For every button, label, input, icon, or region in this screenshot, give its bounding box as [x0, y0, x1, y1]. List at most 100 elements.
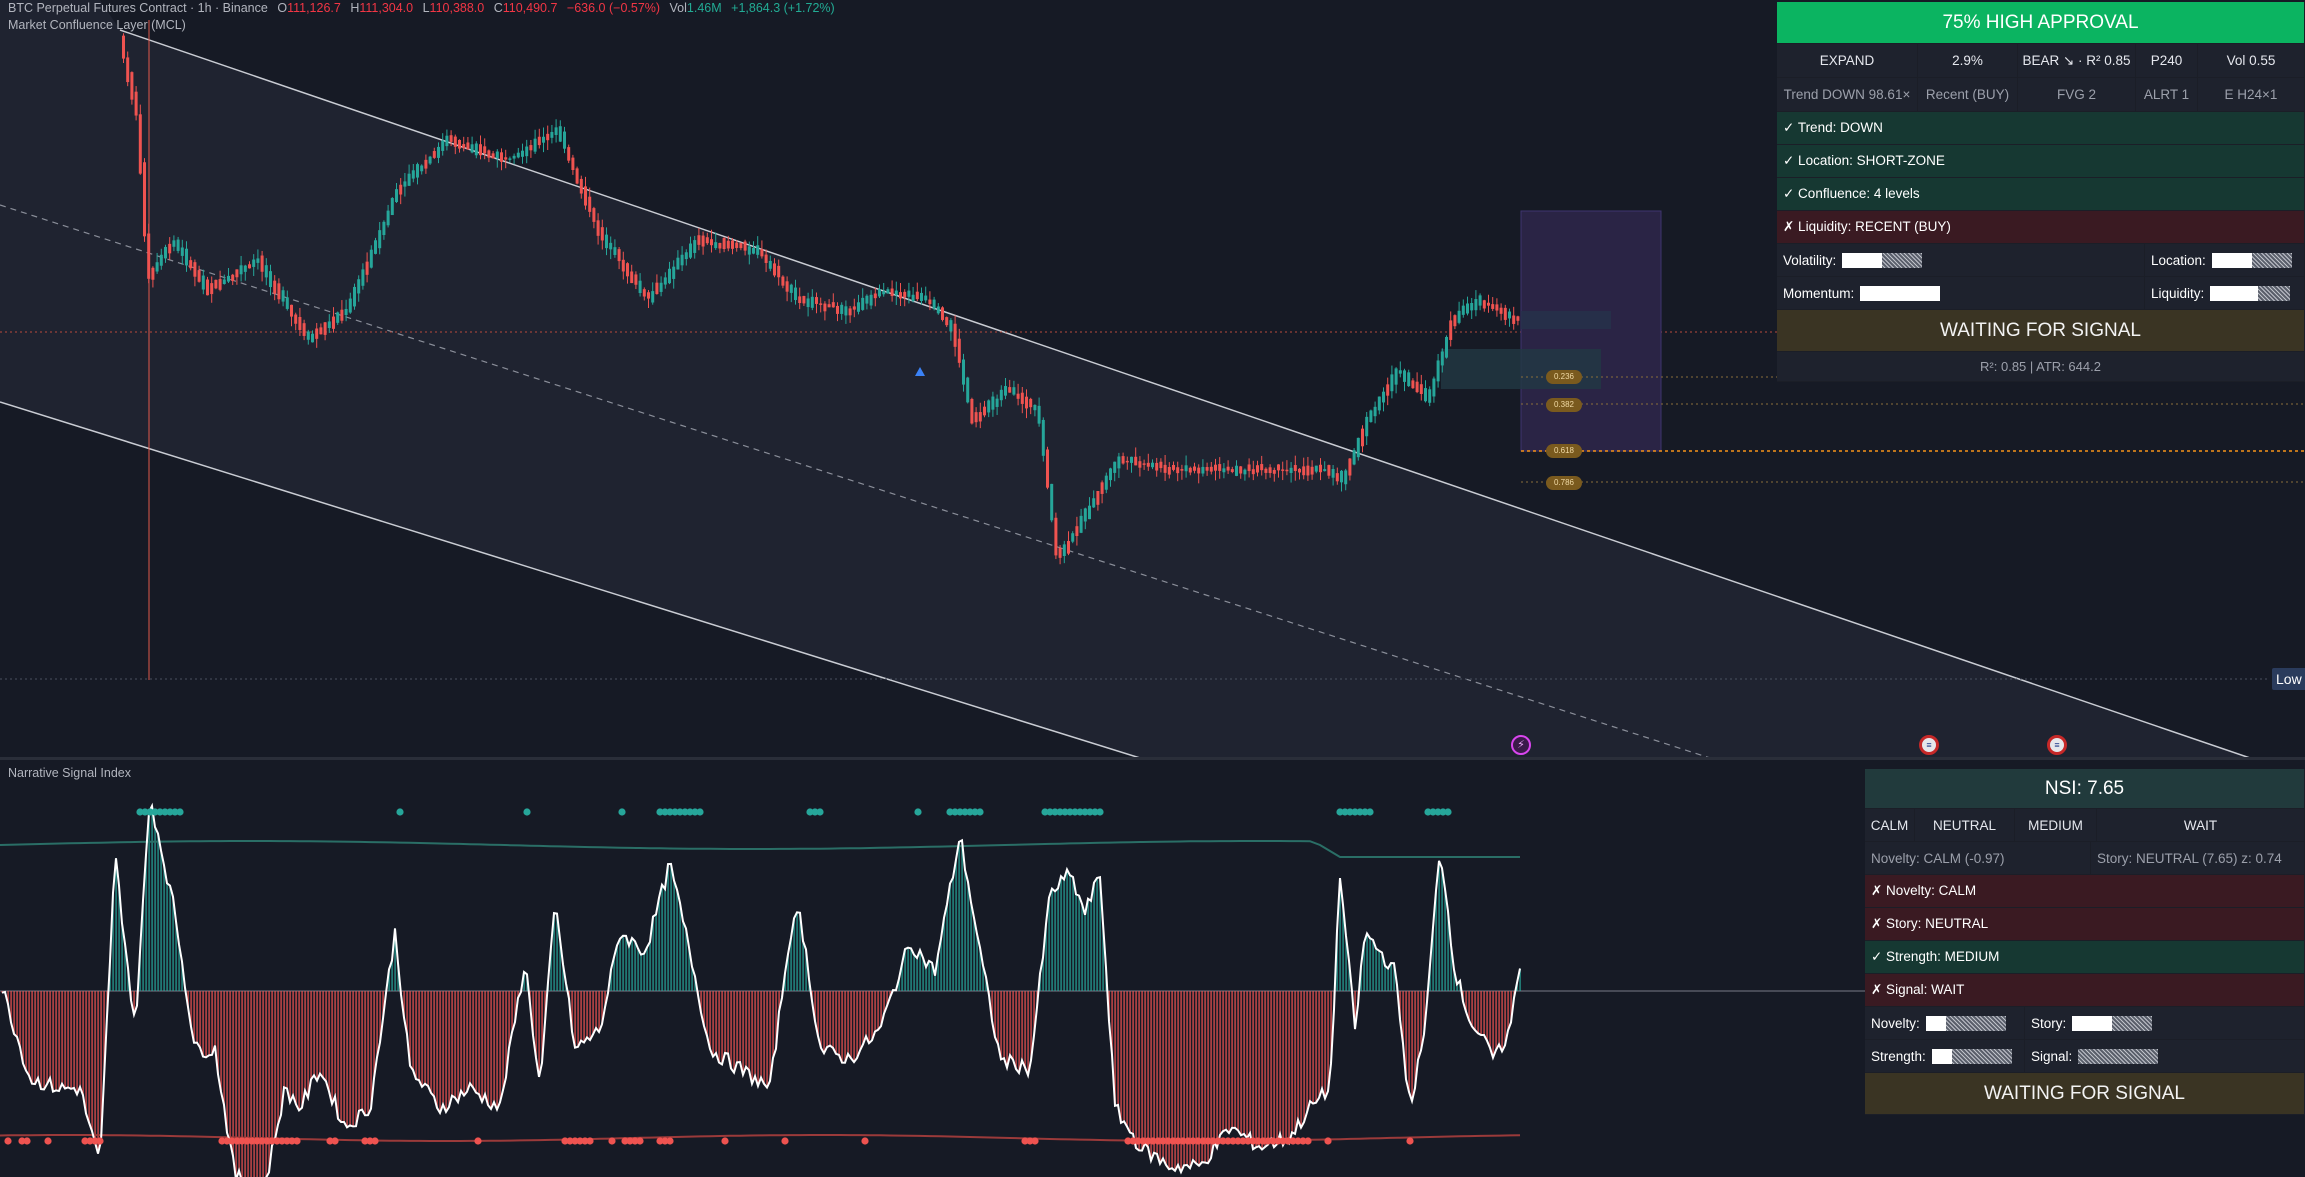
candle[interactable] [319, 327, 323, 335]
candle[interactable] [1226, 466, 1230, 471]
candle[interactable] [1025, 396, 1028, 409]
indicator-legend-nsi[interactable]: Narrative Signal Index [8, 766, 131, 780]
candle[interactable] [873, 293, 877, 299]
candle[interactable] [1482, 300, 1486, 309]
price-chart-pane[interactable]: BTC Perpetual Futures Contract · 1h · Bi… [0, 0, 2305, 758]
candle[interactable] [655, 282, 659, 295]
candle[interactable] [600, 227, 604, 241]
candle[interactable] [256, 258, 260, 263]
candle[interactable] [978, 412, 982, 422]
candle[interactable] [1138, 461, 1142, 468]
candle[interactable] [1268, 467, 1272, 474]
candle[interactable] [1348, 458, 1352, 476]
candle[interactable] [819, 303, 823, 305]
candle[interactable] [932, 299, 936, 309]
candle[interactable] [189, 260, 193, 269]
candle[interactable] [155, 262, 159, 272]
candle[interactable] [915, 291, 919, 300]
candle[interactable] [1075, 526, 1079, 537]
candle[interactable] [193, 262, 197, 277]
candle[interactable] [1256, 465, 1259, 473]
symbol-legend[interactable]: BTC Perpetual Futures Contract · 1h · Bi… [8, 1, 841, 15]
candle[interactable] [1516, 316, 1520, 321]
candle[interactable] [285, 297, 289, 309]
candle[interactable] [1432, 378, 1436, 397]
premium-zone-box[interactable] [1520, 210, 1662, 452]
candle[interactable] [1277, 464, 1280, 471]
candle[interactable] [474, 143, 478, 156]
candle[interactable] [1146, 462, 1150, 467]
candle[interactable] [1369, 410, 1373, 423]
candle[interactable] [705, 237, 709, 244]
candle[interactable] [1167, 467, 1171, 475]
candle[interactable] [840, 304, 844, 314]
candle[interactable] [1117, 456, 1121, 469]
candle[interactable] [218, 279, 222, 290]
candle[interactable] [172, 240, 176, 247]
candle[interactable] [1008, 387, 1012, 393]
candle[interactable] [680, 254, 684, 266]
candle[interactable] [1100, 482, 1104, 494]
candle[interactable] [306, 331, 310, 340]
candle[interactable] [1083, 508, 1087, 522]
candle[interactable] [743, 241, 747, 251]
candle[interactable] [836, 305, 839, 314]
candle[interactable] [386, 210, 390, 226]
candle[interactable] [185, 248, 188, 266]
pane-separator[interactable] [0, 757, 2305, 760]
candle[interactable] [710, 239, 713, 246]
lightning-event-icon[interactable]: ⚡ [1511, 735, 1531, 755]
candle[interactable] [970, 398, 974, 424]
candle[interactable] [432, 151, 436, 158]
candle[interactable] [584, 186, 587, 206]
candle[interactable] [264, 265, 268, 278]
candle[interactable] [1352, 450, 1356, 465]
candle[interactable] [239, 265, 243, 275]
candle[interactable] [911, 294, 915, 302]
candle[interactable] [1457, 310, 1461, 323]
candle[interactable] [903, 291, 907, 298]
candle[interactable] [151, 267, 155, 280]
candle[interactable] [1176, 467, 1180, 474]
price-chart-canvas[interactable] [0, 0, 2305, 758]
candle[interactable] [424, 159, 428, 169]
candle[interactable] [336, 312, 340, 323]
candle[interactable] [1415, 381, 1419, 393]
candle[interactable] [269, 271, 272, 288]
candle[interactable] [890, 288, 894, 297]
candle[interactable] [722, 238, 726, 250]
candle[interactable] [1394, 368, 1398, 385]
candle[interactable] [1478, 295, 1482, 306]
candle[interactable] [390, 198, 394, 216]
candle[interactable] [1184, 465, 1188, 472]
candle[interactable] [403, 181, 407, 187]
candle[interactable] [1272, 469, 1276, 474]
candle[interactable] [815, 297, 818, 304]
candle[interactable] [134, 91, 138, 116]
candle[interactable] [731, 240, 734, 249]
candle[interactable] [1495, 304, 1499, 311]
candle[interactable] [1096, 490, 1100, 505]
candle[interactable] [1155, 462, 1159, 471]
candle[interactable] [1251, 469, 1255, 475]
candle[interactable] [470, 144, 474, 153]
channel-lower-line[interactable] [0, 401, 1141, 758]
candle[interactable] [453, 136, 457, 147]
candle[interactable] [1440, 351, 1444, 366]
candle[interactable] [1319, 464, 1322, 473]
candle[interactable] [1365, 416, 1369, 437]
candle[interactable] [1033, 404, 1037, 411]
channel-mid-line[interactable] [0, 204, 1711, 758]
candle[interactable] [651, 291, 655, 303]
candle[interactable] [1298, 468, 1301, 473]
candle[interactable] [1289, 467, 1293, 473]
candle[interactable] [327, 321, 331, 329]
candle[interactable] [878, 289, 881, 297]
candle[interactable] [1445, 336, 1448, 358]
candle[interactable] [445, 135, 449, 147]
candle[interactable] [411, 170, 415, 179]
symbol-title[interactable]: BTC Perpetual Futures Contract · 1h · Bi… [8, 1, 268, 15]
candle[interactable] [953, 323, 957, 347]
candle[interactable] [1062, 544, 1066, 557]
candle[interactable] [1046, 449, 1049, 488]
